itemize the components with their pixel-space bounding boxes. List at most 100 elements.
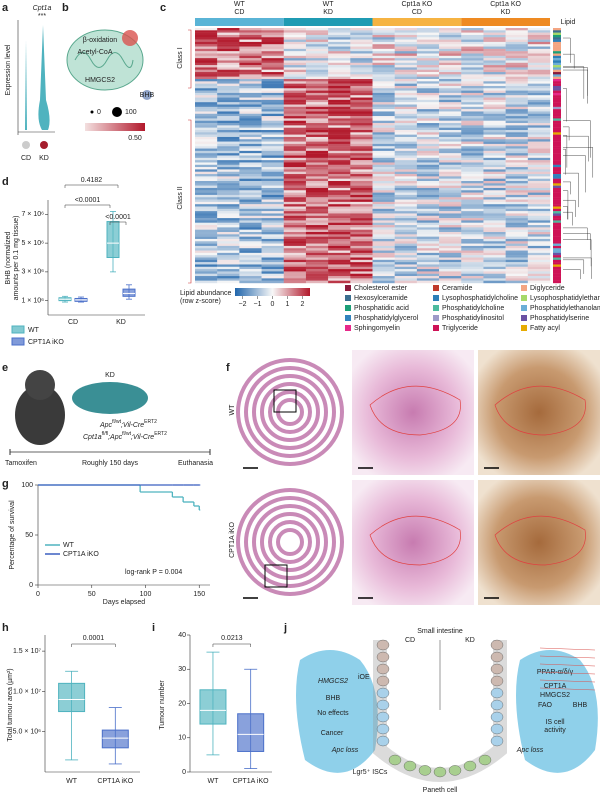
heatmap-cell [261, 136, 284, 140]
heatmap-cell [239, 160, 262, 163]
heatmap-cell [195, 46, 218, 50]
heatmap-cell [261, 146, 284, 149]
group-label: KD [501, 9, 511, 16]
heatmap-cell [461, 236, 484, 240]
heatmap-cell [461, 130, 484, 133]
heatmap-cell [439, 123, 462, 126]
heatmap-cell [217, 143, 240, 147]
heatmap-cell [217, 148, 240, 152]
heatmap-cell [261, 150, 284, 154]
heatmap-cell [461, 187, 484, 191]
heatmap-cell [372, 97, 395, 101]
heatmap-cell [239, 37, 262, 40]
heatmap-cell [372, 218, 395, 221]
heatmap-cell [505, 28, 529, 31]
heatmap-cell [416, 32, 440, 36]
heatmap-cell [195, 58, 218, 61]
axis-label: Percentage of survival [9, 500, 16, 570]
heatmap-cell [527, 262, 551, 265]
lipid-class-cell [553, 171, 561, 175]
heatmap-cell [394, 194, 418, 198]
heatmap-cell [394, 51, 418, 54]
heatmap-cell [461, 88, 484, 91]
heatmap-cell [305, 206, 329, 210]
heatmap-cell [372, 113, 395, 117]
heatmap-cell [372, 234, 395, 237]
panel-label: h [2, 622, 9, 634]
heatmap-cell [505, 187, 529, 191]
heatmap-cell [239, 241, 262, 244]
lipid-class-cell [553, 92, 561, 96]
heatmap-cell [483, 183, 506, 186]
axis-label: BHB (normalized [5, 231, 12, 284]
box [101, 729, 129, 749]
heatmap-cell [416, 259, 440, 263]
heatmap-cell [217, 139, 240, 142]
group-label: WT [234, 1, 246, 8]
heatmap-cell [505, 99, 529, 103]
panel-label: a [2, 2, 9, 14]
heatmap-cell [483, 192, 506, 196]
heatmap-cell [439, 125, 462, 128]
lipid-class-cell [553, 255, 561, 258]
stem-cell [418, 765, 432, 776]
heatmap-cell [439, 266, 462, 270]
heatmap-cell [217, 190, 240, 193]
group-bar [372, 18, 462, 26]
heatmap-cell [394, 192, 418, 196]
heatmap-cell [328, 109, 351, 112]
heatmap-cell [195, 222, 218, 226]
heatmap-cell [372, 51, 395, 54]
heatmap-cell [483, 222, 506, 226]
lipid-class-cell [553, 58, 561, 61]
heatmap-cell [328, 236, 351, 240]
heatmap-cell [483, 72, 506, 75]
heatmap-cell [416, 178, 440, 182]
heatmap-cell [527, 65, 551, 68]
heatmap-cell [328, 162, 351, 165]
heatmap-cell [505, 53, 529, 57]
heatmap-cell [483, 141, 506, 145]
heatmap-cell [439, 99, 462, 103]
heatmap-cell [195, 215, 218, 219]
heatmap-cell [461, 155, 484, 159]
heatmap-cell [217, 262, 240, 265]
heatmap-cell [195, 167, 218, 170]
arrow-in [539, 679, 596, 683]
heatmap-cell [461, 229, 484, 233]
heatmap-cell [394, 164, 418, 168]
heatmap-cell [394, 248, 418, 251]
heatmap-cell [350, 227, 373, 230]
heatmap-cell [372, 245, 395, 249]
heatmap-cell [350, 234, 373, 237]
heatmap-cell [527, 46, 551, 50]
heatmap-cell [261, 153, 284, 156]
heatmap-cell [483, 181, 506, 184]
heatmap-cell [372, 85, 395, 89]
legend-label: Ceramide [442, 285, 472, 292]
heatmap-cell [350, 139, 373, 142]
heatmap-cell [328, 79, 351, 82]
heatmap-cell [483, 232, 506, 235]
heatmap-cell [195, 185, 218, 189]
heatmap-cell [328, 83, 351, 87]
heatmap-cell [283, 234, 307, 237]
heatmap-cell [527, 280, 551, 284]
heatmap-cell [195, 102, 218, 105]
heatmap-cell [394, 46, 418, 50]
dendrogram [563, 172, 579, 208]
lipid-class-cell [553, 225, 561, 228]
heatmap-cell [195, 125, 218, 128]
panel-label: j [283, 622, 287, 634]
zoom-box [264, 564, 288, 588]
heatmap-cell [394, 278, 418, 281]
heatmap-cell [261, 243, 284, 247]
heatmap-cell [483, 109, 506, 112]
heatmap-cell [483, 111, 506, 114]
heatmap-cell [394, 58, 418, 61]
heatmap-cell [305, 116, 329, 119]
heatmap-cell [505, 206, 529, 210]
epithelial-cell [490, 699, 504, 711]
heatmap-cell [261, 234, 284, 237]
heatmap-cell [483, 150, 506, 154]
